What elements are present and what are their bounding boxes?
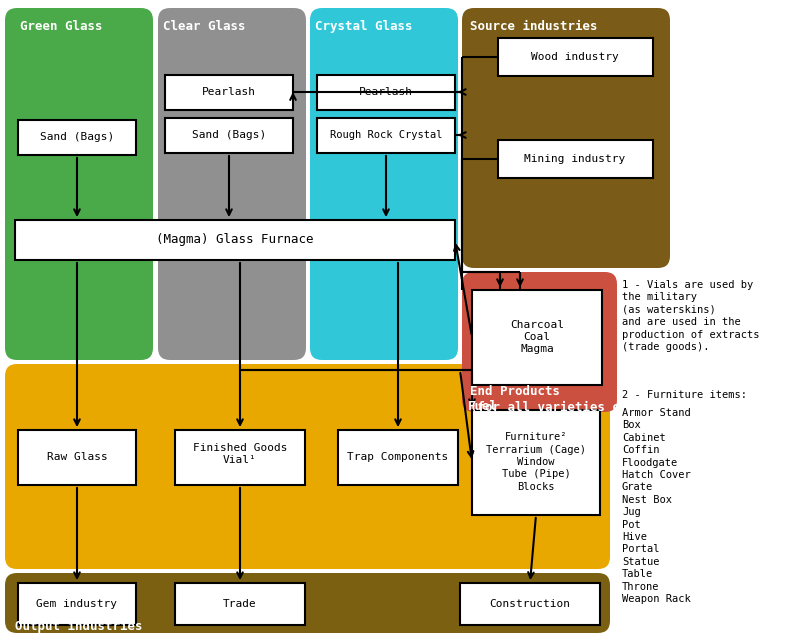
Bar: [175, 430, 305, 485]
Text: Fuel: Fuel: [468, 400, 498, 413]
FancyBboxPatch shape: [310, 8, 458, 360]
Text: Sand (Bags): Sand (Bags): [192, 130, 266, 140]
Text: Charcoal
Coal
Magma: Charcoal Coal Magma: [510, 319, 564, 355]
Bar: [18, 583, 136, 625]
Text: Clear Glass: Clear Glass: [163, 20, 246, 33]
Text: Raw Glass: Raw Glass: [47, 452, 107, 462]
Text: End Products
(for all varieties of glass): End Products (for all varieties of glass…: [470, 385, 680, 414]
Bar: [165, 118, 293, 153]
Text: Green Glass: Green Glass: [20, 20, 103, 33]
Bar: [18, 430, 136, 485]
Text: Gem industry: Gem industry: [36, 599, 118, 609]
Bar: [175, 583, 305, 625]
Bar: [498, 140, 653, 178]
Bar: [338, 430, 458, 485]
FancyBboxPatch shape: [5, 573, 610, 633]
Text: Furniture²
Terrarium (Cage)
Window
Tube (Pipe)
Blocks: Furniture² Terrarium (Cage) Window Tube …: [486, 432, 586, 492]
Bar: [460, 583, 600, 625]
Bar: [472, 290, 602, 385]
Text: (Magma) Glass Furnace: (Magma) Glass Furnace: [156, 234, 314, 246]
Bar: [18, 120, 136, 155]
Text: Rough Rock Crystal: Rough Rock Crystal: [329, 130, 442, 140]
Text: Pearlash: Pearlash: [202, 87, 256, 97]
FancyBboxPatch shape: [462, 272, 617, 412]
Text: Armor Stand
Box
Cabinet
Coffin
Floodgate
Hatch Cover
Grate
Nest Box
Jug
Pot
Hive: Armor Stand Box Cabinet Coffin Floodgate…: [622, 408, 690, 604]
Text: Mining industry: Mining industry: [525, 154, 626, 164]
Text: Source industries: Source industries: [470, 20, 597, 33]
FancyBboxPatch shape: [5, 364, 610, 569]
FancyBboxPatch shape: [462, 8, 670, 268]
Bar: [165, 75, 293, 110]
Text: Output industries: Output industries: [15, 620, 142, 633]
FancyBboxPatch shape: [5, 8, 153, 360]
Bar: [317, 75, 455, 110]
Text: Pearlash: Pearlash: [359, 87, 413, 97]
FancyBboxPatch shape: [158, 8, 306, 360]
Bar: [15, 220, 455, 260]
Text: Construction: Construction: [490, 599, 570, 609]
Text: Trade: Trade: [223, 599, 257, 609]
Bar: [317, 118, 455, 153]
Text: 2 - Furniture items:: 2 - Furniture items:: [622, 390, 747, 400]
Text: 1 - Vials are used by
the military
(as waterskins)
and are used in the
productio: 1 - Vials are used by the military (as w…: [622, 280, 759, 352]
Bar: [498, 38, 653, 76]
Text: Finished Goods
Vial¹: Finished Goods Vial¹: [193, 443, 288, 465]
Text: Crystal Glass: Crystal Glass: [315, 20, 412, 33]
Text: Wood industry: Wood industry: [531, 52, 619, 62]
Text: Sand (Bags): Sand (Bags): [40, 132, 114, 142]
Text: Trap Components: Trap Components: [348, 452, 449, 462]
Bar: [472, 410, 600, 515]
